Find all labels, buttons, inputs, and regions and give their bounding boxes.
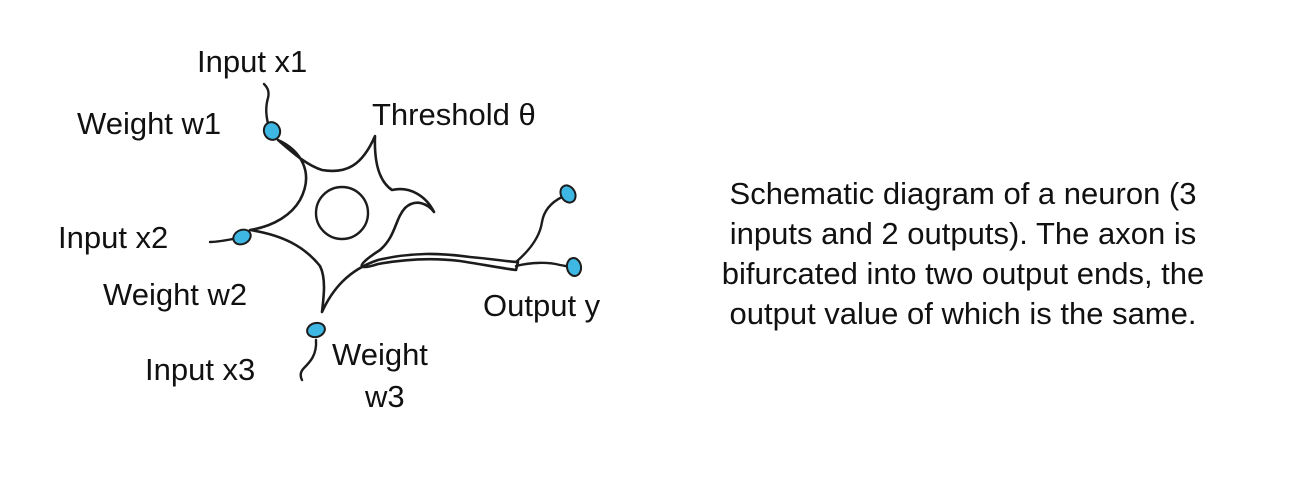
label-weight-w2: Weight w2 — [103, 277, 248, 312]
terminal-x2 — [232, 228, 252, 246]
input-x3-wire — [299, 338, 318, 382]
output-branch-upper — [514, 195, 564, 264]
caption-line-2: inputs and 2 outputs). The axon is — [729, 216, 1197, 251]
label-input-x1: Input x1 — [197, 44, 308, 79]
label-weight-w3-line1: Weight — [332, 337, 428, 372]
label-weight-w1: Weight w1 — [77, 106, 222, 141]
caption-line-1: Schematic diagram of a neuron (3 — [729, 176, 1197, 211]
label-input-x2: Input x2 — [58, 220, 169, 255]
label-input-x3: Input x3 — [145, 352, 256, 387]
input-x1-wire — [262, 82, 272, 133]
terminal-x3 — [306, 321, 326, 339]
diagram-caption: Schematic diagram of a neuron (3 inputs … — [668, 174, 1258, 334]
label-output-y: Output y — [483, 288, 601, 323]
label-threshold: Threshold θ — [372, 97, 536, 132]
output-branch-lower — [514, 261, 575, 269]
terminal-x1 — [262, 121, 282, 141]
caption-line-3: bifurcated into two output ends, the — [721, 256, 1205, 291]
neuron-nucleus — [314, 185, 370, 241]
caption-line-4: output value of which is the same. — [729, 296, 1197, 331]
neuron-cell-body — [248, 134, 520, 314]
terminal-output-upper — [559, 184, 577, 204]
terminal-output-lower — [565, 257, 583, 277]
label-weight-w3-line2: w3 — [365, 379, 405, 414]
